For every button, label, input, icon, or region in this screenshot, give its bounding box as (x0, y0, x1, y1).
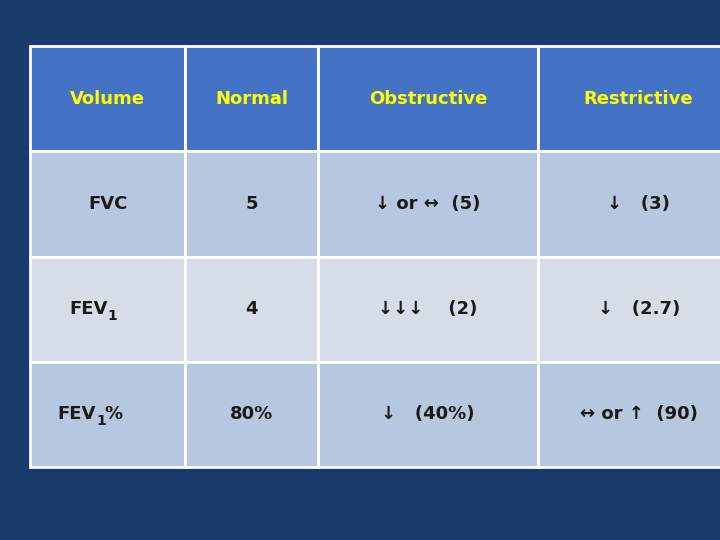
FancyBboxPatch shape (538, 151, 720, 256)
Text: FEV: FEV (69, 300, 108, 318)
FancyBboxPatch shape (185, 46, 318, 151)
FancyBboxPatch shape (30, 151, 185, 256)
Text: 80%: 80% (230, 406, 274, 423)
FancyBboxPatch shape (30, 362, 185, 467)
FancyBboxPatch shape (185, 151, 318, 256)
FancyBboxPatch shape (318, 362, 538, 467)
Text: Normal: Normal (215, 90, 288, 107)
Text: ↔ or ↑  (90): ↔ or ↑ (90) (580, 406, 698, 423)
FancyBboxPatch shape (30, 46, 185, 151)
FancyBboxPatch shape (30, 256, 185, 362)
Text: 5: 5 (246, 195, 258, 213)
Text: ↓↓↓    (2): ↓↓↓ (2) (378, 300, 478, 318)
FancyBboxPatch shape (538, 256, 720, 362)
Text: 4: 4 (246, 300, 258, 318)
FancyBboxPatch shape (318, 46, 538, 151)
FancyBboxPatch shape (318, 256, 538, 362)
Text: ↓   (40%): ↓ (40%) (382, 406, 474, 423)
Text: Volume: Volume (70, 90, 145, 107)
FancyBboxPatch shape (185, 256, 318, 362)
FancyBboxPatch shape (538, 362, 720, 467)
Text: ↓   (3): ↓ (3) (607, 195, 670, 213)
FancyBboxPatch shape (318, 151, 538, 256)
Text: %: % (105, 406, 123, 423)
Text: Obstructive: Obstructive (369, 90, 487, 107)
Text: FVC: FVC (88, 195, 127, 213)
Text: Restrictive: Restrictive (584, 90, 693, 107)
FancyBboxPatch shape (538, 46, 720, 151)
FancyBboxPatch shape (185, 362, 318, 467)
Text: FEV: FEV (58, 406, 96, 423)
Text: ↓ or ↔  (5): ↓ or ↔ (5) (375, 195, 481, 213)
Text: ↓   (2.7): ↓ (2.7) (598, 300, 680, 318)
Text: 1: 1 (96, 414, 106, 428)
Text: 1: 1 (108, 309, 117, 322)
